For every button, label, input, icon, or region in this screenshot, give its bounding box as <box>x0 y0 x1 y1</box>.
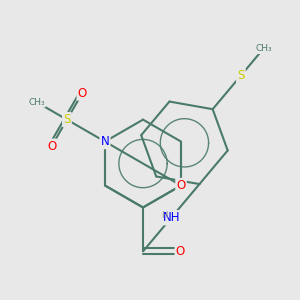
Text: S: S <box>237 69 244 82</box>
Text: NH: NH <box>163 211 180 224</box>
Text: N: N <box>100 135 109 148</box>
Text: CH₃: CH₃ <box>255 44 272 53</box>
Text: O: O <box>176 245 185 258</box>
Text: O: O <box>176 179 186 192</box>
Text: O: O <box>78 86 87 100</box>
Text: O: O <box>47 140 56 153</box>
Text: CH₃: CH₃ <box>28 98 45 106</box>
Text: S: S <box>63 113 70 126</box>
Text: H: H <box>161 211 168 220</box>
